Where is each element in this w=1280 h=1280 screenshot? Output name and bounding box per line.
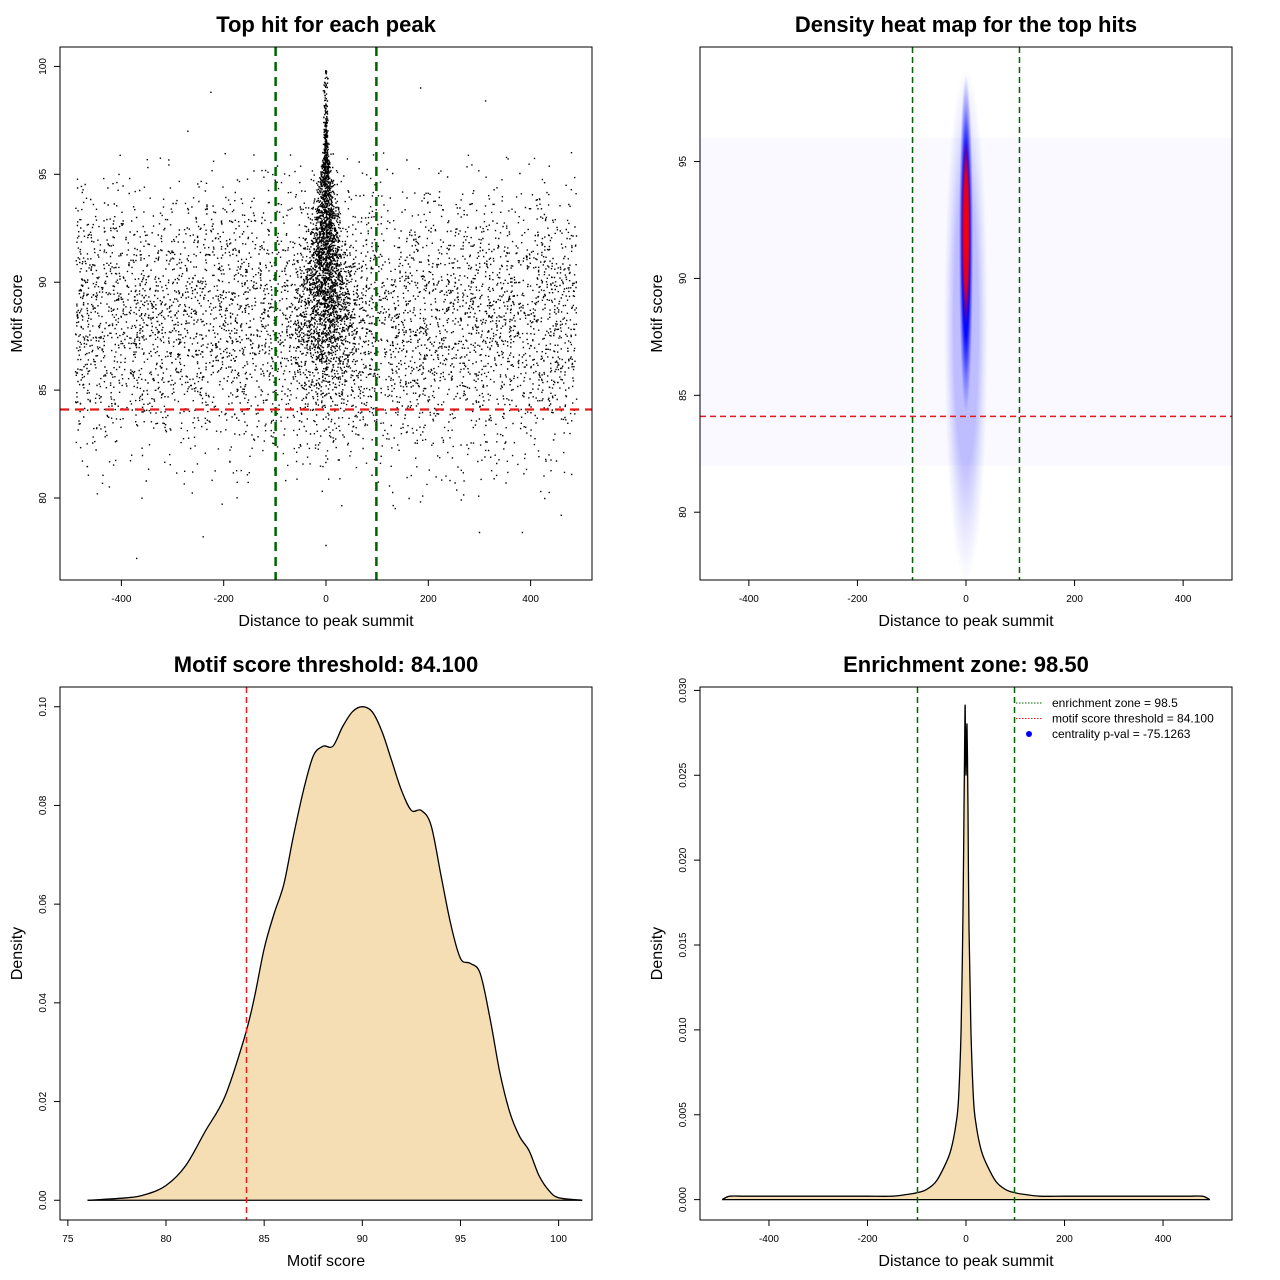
y-tick-label: 0.015 — [678, 932, 689, 957]
x-axis: -400 -200 0 200 400 — [739, 579, 1192, 605]
panel-bl: Motif score threshold: 84.100 Motif score… — [9, 652, 593, 1270]
scatter-point-cloud — [74, 70, 578, 560]
x-tick-label: 95 — [455, 1234, 467, 1245]
y-axis: 0.000 0.005 0.010 0.015 0.020 0.025 0.030 — [678, 677, 701, 1212]
x-axis: -400 -200 0 200 400 — [111, 579, 539, 605]
y-tick-label: 0.010 — [678, 1017, 689, 1042]
y-tick-label: 0.08 — [38, 795, 49, 815]
y-tick-label: 0.030 — [678, 677, 689, 702]
x-tick-label: 400 — [1155, 1234, 1172, 1245]
y-tick-label: 0.025 — [678, 762, 689, 787]
y-axis-label: Motif score — [9, 274, 26, 352]
x-tick-label: -200 — [847, 594, 867, 605]
x-tick-label: -200 — [857, 1234, 877, 1245]
x-axis-label: Distance to peak summit — [238, 613, 414, 630]
x-axis-label: Distance to peak summit — [878, 1253, 1054, 1270]
y-tick-label: 0.02 — [38, 1091, 49, 1111]
x-axis: 75 80 85 90 95 100 — [62, 1219, 567, 1245]
x-axis: -400 -200 0 200 400 — [759, 1219, 1172, 1245]
chart-title: Motif score threshold: 84.100 — [174, 652, 478, 677]
x-tick-label: 400 — [1175, 594, 1192, 605]
x-tick-label: 400 — [522, 594, 539, 605]
y-tick-label: 80 — [678, 506, 689, 518]
chart-title: Enrichment zone: 98.50 — [843, 652, 1089, 677]
y-tick-label: 90 — [38, 276, 49, 288]
y-axis-label: Density — [649, 927, 666, 980]
x-tick-label: 85 — [259, 1234, 271, 1245]
y-axis-label: Motif score — [649, 274, 666, 352]
x-tick-label: 100 — [550, 1234, 567, 1245]
heatmap-hotspot — [961, 138, 971, 326]
x-axis-label: Motif score — [287, 1253, 365, 1270]
y-tick-label: 100 — [38, 58, 49, 75]
x-tick-label: -400 — [759, 1234, 779, 1245]
panel-tr: Density heat map for the top hits Distanc… — [649, 12, 1233, 630]
x-tick-label: -400 — [111, 594, 131, 605]
x-tick-label: -200 — [214, 594, 234, 605]
density-area — [87, 706, 583, 1201]
y-tick-label: 0.00 — [38, 1190, 49, 1210]
panel-br: Enrichment zone: 98.50 Distance to peak s… — [649, 652, 1233, 1270]
x-tick-label: 80 — [160, 1234, 172, 1245]
x-axis-label: Distance to peak summit — [878, 613, 1054, 630]
y-axis: 0.00 0.02 0.04 0.06 0.08 0.10 — [38, 697, 61, 1210]
heatmap-cells — [944, 68, 988, 580]
density-curve — [721, 704, 1211, 1201]
y-tick-label: 0.005 — [678, 1102, 689, 1127]
y-axis: 80 85 90 95 100 — [38, 58, 61, 504]
y-tick-label: 85 — [38, 384, 49, 396]
y-tick-label: 0.000 — [678, 1187, 689, 1212]
scatter-points — [74, 70, 578, 560]
x-tick-label: 0 — [963, 1234, 969, 1245]
y-tick-label: 80 — [38, 492, 49, 504]
x-tick-label: 0 — [323, 594, 329, 605]
legend: enrichment zone = 98.5 motif score thresh… — [1016, 696, 1214, 741]
density-curve — [87, 706, 583, 1201]
legend-label: motif score threshold = 84.100 — [1052, 712, 1214, 726]
y-axis: 80 85 90 95 — [678, 156, 701, 518]
y-tick-label: 95 — [678, 156, 689, 168]
y-axis-label: Density — [9, 927, 26, 980]
x-tick-label: 200 — [1056, 1234, 1073, 1245]
chart-title: Top hit for each peak — [216, 12, 436, 37]
x-tick-label: 200 — [1066, 594, 1083, 605]
legend-label: centrality p-val = -75.1263 — [1052, 727, 1191, 741]
y-tick-label: 85 — [678, 389, 689, 401]
y-tick-label: 90 — [678, 272, 689, 284]
x-tick-label: 200 — [420, 594, 437, 605]
legend-marker-dot — [1026, 731, 1032, 737]
y-tick-label: 0.04 — [38, 993, 49, 1013]
panel-tl: Top hit for each peak Distance to peak su… — [9, 12, 593, 630]
density-area — [722, 705, 1210, 1200]
x-tick-label: -400 — [739, 594, 759, 605]
x-tick-label: 0 — [963, 594, 969, 605]
y-tick-label: 95 — [38, 168, 49, 180]
y-tick-label: 0.10 — [38, 697, 49, 717]
x-tick-label: 90 — [357, 1234, 369, 1245]
legend-label: enrichment zone = 98.5 — [1052, 696, 1178, 710]
y-tick-label: 0.06 — [38, 894, 49, 914]
x-tick-label: 75 — [62, 1234, 74, 1245]
y-tick-label: 0.020 — [678, 847, 689, 872]
chart-title: Density heat map for the top hits — [795, 12, 1137, 37]
